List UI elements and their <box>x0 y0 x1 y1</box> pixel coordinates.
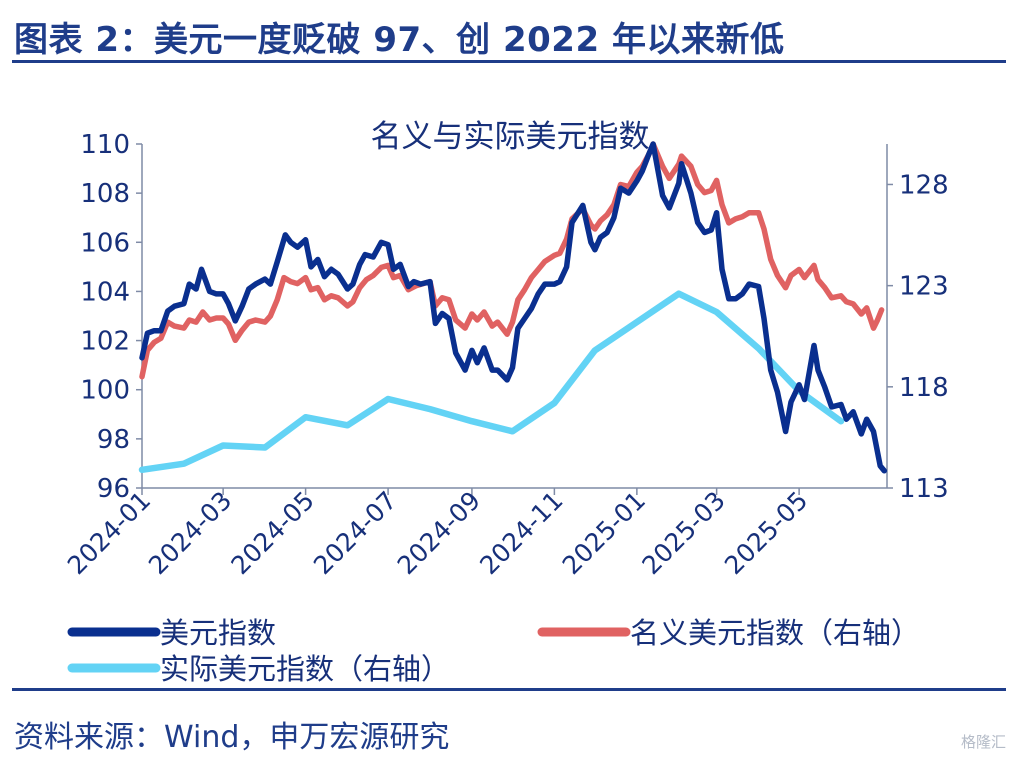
y-left-tick-label: 110 <box>80 130 130 160</box>
y-left-tick-label: 102 <box>80 327 130 357</box>
legend-label: 美元指数 <box>160 616 276 650</box>
plot-area <box>138 141 888 474</box>
x-tick-label: 2025-05 <box>719 486 813 580</box>
y-left-tick-label: 108 <box>80 179 130 209</box>
x-tick-label: 2024-11 <box>474 486 568 580</box>
series-line-3 <box>138 290 845 474</box>
y-left-tick-label: 98 <box>97 425 130 455</box>
y-left-tick-label: 106 <box>80 228 130 258</box>
x-tick-label: 2024-05 <box>225 486 319 580</box>
source-note: 资料来源：Wind，申万宏源研究 <box>14 720 450 755</box>
x-tick-label: 2025-01 <box>557 486 651 580</box>
y-left-tick-label: 100 <box>80 376 130 406</box>
legend-label: 名义美元指数（右轴） <box>630 616 920 650</box>
bottom-rule <box>12 688 1006 691</box>
y-right-tick-label: 113 <box>899 474 949 504</box>
top-rule <box>12 60 1006 63</box>
figure-title: 图表 2：美元一度贬破 97、创 2022 年以来新低 <box>14 20 785 60</box>
legend: 美元指数 名义美元指数（右轴） 实际美元指数（右轴） <box>67 616 920 686</box>
series-line-2 <box>139 141 885 380</box>
y-right-tick-label: 128 <box>899 170 949 200</box>
x-tick-label: 2025-03 <box>637 486 731 580</box>
y-right-tick-label: 118 <box>899 373 949 403</box>
y-left-tick-label: 104 <box>80 277 130 307</box>
y-right-tick-label: 123 <box>899 272 949 302</box>
series-line-1 <box>139 141 888 474</box>
x-tick-label: 2024-09 <box>392 486 486 580</box>
x-tick-label: 2024-07 <box>308 486 402 580</box>
watermark-logo: 格隆汇 <box>960 733 1006 751</box>
legend-label: 实际美元指数（右轴） <box>160 652 450 686</box>
y-left-tick-label: 96 <box>97 474 130 504</box>
chart-title: 名义与实际美元指数 <box>371 119 650 155</box>
x-tick-label: 2024-03 <box>143 486 237 580</box>
